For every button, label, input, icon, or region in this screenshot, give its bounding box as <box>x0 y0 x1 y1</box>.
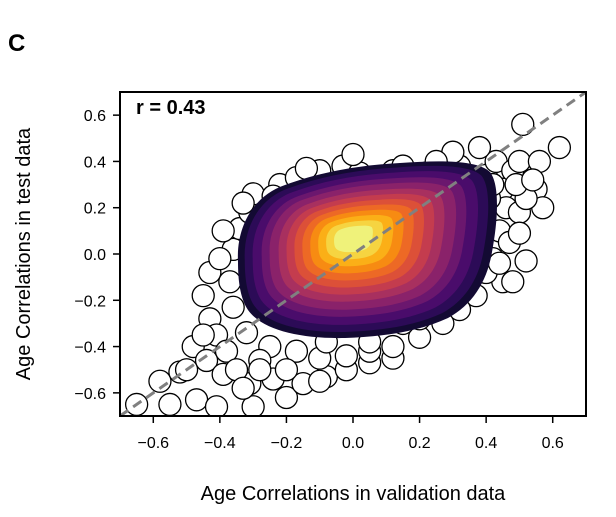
scatter-point <box>507 149 532 174</box>
scatter-point <box>467 135 492 160</box>
scatter-point <box>514 249 538 273</box>
scatter-point <box>341 142 365 167</box>
x-tick-label: 0.2 <box>408 435 430 452</box>
scatter-point <box>194 348 219 373</box>
panel-label: C <box>8 30 25 57</box>
scatter-point <box>511 112 535 137</box>
y-tick-label: 0.6 <box>84 108 106 125</box>
scatter-point <box>204 395 229 416</box>
x-axis-ticks: −0.6 −0.4 −0.2 0.0 0.2 0.4 0.6 <box>137 416 564 452</box>
scatter-point <box>218 270 242 294</box>
scatter-point <box>221 295 245 319</box>
y-tick-label: 0.0 <box>84 247 106 264</box>
scatter-point <box>274 385 299 410</box>
scatter-point <box>507 221 532 245</box>
scatter-point <box>308 369 332 393</box>
scatter-point <box>501 270 525 294</box>
y-tick-label: 0.2 <box>84 201 106 218</box>
scatter-point <box>274 358 299 382</box>
identity-line <box>120 92 586 416</box>
scatter-point <box>234 321 259 345</box>
y-tick-label: −0.2 <box>74 293 106 310</box>
x-tick-label: 0.6 <box>542 435 564 452</box>
x-tick-label: −0.2 <box>271 435 303 452</box>
scatter-point <box>191 284 215 308</box>
scatter-point <box>547 135 572 160</box>
scatter-point <box>284 339 309 363</box>
scatter-point <box>148 369 172 393</box>
scatter-point <box>191 323 215 347</box>
x-axis-label: Age Correlations in validation data <box>201 483 507 505</box>
scatter-point <box>211 219 235 243</box>
scatter-point <box>184 388 209 412</box>
scatter-point <box>208 246 232 271</box>
scatter-point <box>381 334 405 359</box>
y-axis-label: Age Correlations in test data <box>13 127 35 380</box>
x-tick-label: 0.0 <box>342 435 364 452</box>
scatter-point <box>231 191 255 215</box>
y-tick-label: 0.4 <box>84 154 106 171</box>
y-axis-ticks: −0.6 −0.4 −0.2 0.0 0.2 0.4 0.6 <box>74 108 120 403</box>
scatter-point <box>521 168 545 192</box>
correlation-annotation: r = 0.43 <box>136 97 206 119</box>
x-tick-label: −0.6 <box>137 435 169 452</box>
x-tick-label: 0.4 <box>475 435 497 452</box>
y-tick-label: −0.4 <box>74 340 106 357</box>
scatter-point <box>231 376 255 400</box>
x-tick-label: −0.4 <box>204 435 236 452</box>
scatter-point <box>248 358 272 382</box>
scatter-point <box>487 251 512 275</box>
plot-area <box>120 92 586 416</box>
scatter-point <box>241 395 265 416</box>
scatter-point <box>158 392 182 416</box>
scatter-point <box>334 344 358 368</box>
y-tick-label: −0.6 <box>74 386 106 403</box>
